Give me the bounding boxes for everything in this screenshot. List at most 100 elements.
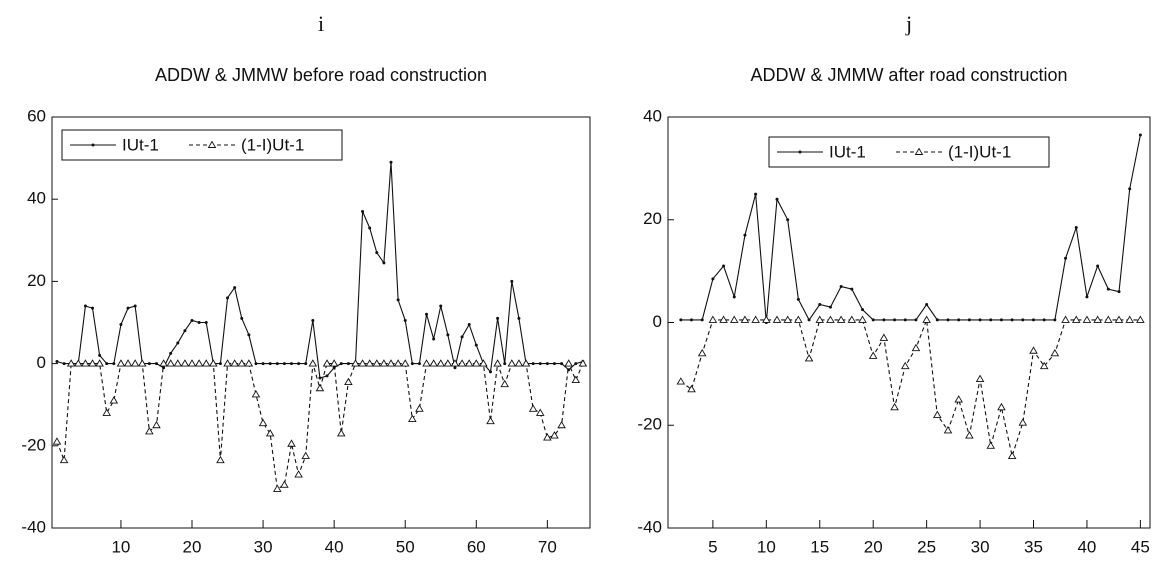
marker xyxy=(280,480,289,488)
marker xyxy=(247,333,251,337)
marker xyxy=(818,303,822,307)
legend: IUt-1 (1-I)Ut-1 xyxy=(61,129,343,161)
marker xyxy=(425,312,429,316)
marker xyxy=(382,261,386,265)
marker xyxy=(1053,318,1057,322)
marker xyxy=(187,359,197,367)
x-tick-label: 10 xyxy=(111,537,130,556)
marker xyxy=(775,197,779,201)
marker xyxy=(91,306,95,310)
marker xyxy=(871,318,875,322)
marker xyxy=(933,410,942,418)
marker xyxy=(489,370,493,374)
marker xyxy=(59,455,69,464)
x-tick-label: 30 xyxy=(971,537,990,556)
x-tick-label: 35 xyxy=(1024,537,1043,556)
marker xyxy=(130,359,140,367)
marker xyxy=(552,362,556,366)
marker xyxy=(173,359,183,367)
marker xyxy=(472,359,481,367)
marker xyxy=(417,362,421,366)
marker xyxy=(457,359,467,367)
marker xyxy=(1128,187,1132,191)
marker xyxy=(1010,318,1014,322)
marker xyxy=(223,359,232,367)
marker xyxy=(396,298,400,302)
marker xyxy=(52,437,62,445)
marker xyxy=(126,306,130,310)
marker xyxy=(325,374,329,378)
marker xyxy=(1093,315,1102,323)
marker xyxy=(1064,256,1068,260)
marker xyxy=(911,343,921,352)
marker xyxy=(339,362,343,366)
marker xyxy=(890,402,899,411)
marker xyxy=(946,318,950,322)
marker xyxy=(415,404,424,412)
marker xyxy=(1021,318,1025,322)
marker xyxy=(676,377,686,385)
y-tick-label: 60 xyxy=(27,106,46,125)
marker xyxy=(351,359,360,367)
marker xyxy=(133,304,137,308)
marker xyxy=(762,315,771,323)
marker xyxy=(460,335,464,339)
marker xyxy=(102,408,112,416)
marker xyxy=(828,305,832,309)
marker xyxy=(365,359,374,367)
marker xyxy=(954,395,963,403)
marker xyxy=(479,359,488,367)
marker xyxy=(408,414,417,423)
marker xyxy=(400,359,410,367)
marker xyxy=(783,315,792,323)
marker xyxy=(798,150,802,154)
marker xyxy=(550,431,559,439)
marker xyxy=(159,359,168,367)
marker xyxy=(719,315,728,323)
x-tick-label: 40 xyxy=(325,537,344,556)
marker xyxy=(123,359,133,367)
marker xyxy=(233,286,237,290)
marker xyxy=(815,315,825,323)
marker xyxy=(450,359,460,367)
marker xyxy=(578,359,588,367)
marker xyxy=(194,359,204,367)
marker xyxy=(467,323,471,327)
legend-label: (1-I)Ut-1 xyxy=(241,135,304,154)
marker xyxy=(474,343,478,347)
chart-title: ADDW & JMMW before road construction xyxy=(155,65,487,85)
marker xyxy=(273,484,282,492)
marker xyxy=(882,318,886,322)
marker xyxy=(510,279,514,283)
marker xyxy=(978,318,982,322)
marker xyxy=(975,374,985,382)
marker xyxy=(708,315,718,323)
marker xyxy=(557,420,566,429)
marker xyxy=(900,361,910,370)
marker xyxy=(997,402,1006,411)
x-tick-label: 30 xyxy=(254,537,273,556)
x-tick-label: 25 xyxy=(917,537,936,556)
marker xyxy=(287,439,296,447)
marker xyxy=(1136,315,1145,323)
marker xyxy=(732,295,736,299)
marker xyxy=(218,362,222,366)
marker xyxy=(1074,225,1078,229)
marker xyxy=(850,287,854,291)
marker xyxy=(868,351,878,359)
marker xyxy=(410,362,414,366)
marker xyxy=(443,359,453,367)
marker xyxy=(697,348,707,357)
marker xyxy=(62,362,66,366)
marker xyxy=(922,315,931,323)
marker xyxy=(503,362,507,366)
marker xyxy=(74,359,83,367)
marker xyxy=(839,285,843,289)
marker xyxy=(386,359,396,367)
marker xyxy=(517,316,521,320)
marker xyxy=(422,359,431,367)
marker xyxy=(1117,290,1121,294)
marker xyxy=(1082,315,1092,323)
marker xyxy=(166,359,175,367)
